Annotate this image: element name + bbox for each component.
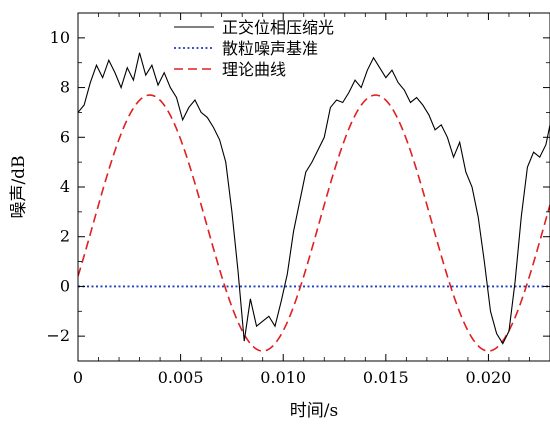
y-tick-label-6: 10 bbox=[50, 28, 70, 47]
x-tick-label-3: 0.015 bbox=[363, 368, 409, 387]
y-tick-label-1: 0 bbox=[60, 276, 70, 295]
legend-label-0: 正交位相压缩光 bbox=[222, 18, 334, 37]
series-line-0 bbox=[78, 52, 550, 345]
y-axis-label: 噪声/dB bbox=[9, 155, 29, 218]
y-tick-label-4: 6 bbox=[60, 127, 70, 146]
y-tick-label-2: 2 bbox=[60, 227, 70, 246]
y-tick-label-0: −2 bbox=[46, 326, 70, 345]
y-tick-label-3: 4 bbox=[60, 177, 70, 196]
x-tick-label-1: 0.005 bbox=[158, 368, 204, 387]
x-axis-label: 时间/s bbox=[290, 401, 338, 421]
legend-label-2: 理论曲线 bbox=[222, 60, 286, 79]
x-tick-label-0: 0 bbox=[73, 368, 83, 387]
plot-area-frame bbox=[77, 12, 550, 362]
x-axis: 0 0.005 0.010 0.015 0.020 bbox=[73, 13, 530, 387]
chart-series-layer bbox=[78, 52, 550, 352]
y-axis: −2 0 2 4 6 8 10 bbox=[46, 12, 550, 362]
series-line-2 bbox=[78, 94, 550, 352]
x-tick-label-2: 0.010 bbox=[260, 368, 306, 387]
y-tick-label-5: 8 bbox=[60, 78, 70, 97]
legend-label-1: 散粒噪声基准 bbox=[222, 39, 318, 58]
x-tick-label-4: 0.020 bbox=[466, 368, 512, 387]
